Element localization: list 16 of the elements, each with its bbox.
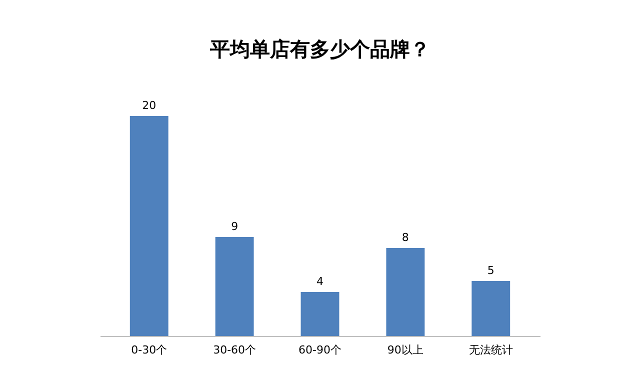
data-label: 20 [142,99,156,112]
x-tick-label: 90以上 [387,344,424,356]
bar [386,248,425,336]
x-tick-label: 0-30个 [131,344,168,356]
data-label: 5 [487,264,494,277]
chart-title: 平均单店有多少个品牌？ [209,37,430,61]
x-tick-label: 60-90个 [298,344,342,356]
data-label: 9 [231,220,238,233]
bar [472,281,510,336]
x-tick-label: 30-60个 [213,344,256,356]
bar [215,237,254,336]
data-label: 4 [316,275,324,288]
bar [130,116,168,336]
x-tick-label: 无法统计 [468,344,513,356]
bar [300,292,340,336]
data-label: 8 [402,231,409,244]
